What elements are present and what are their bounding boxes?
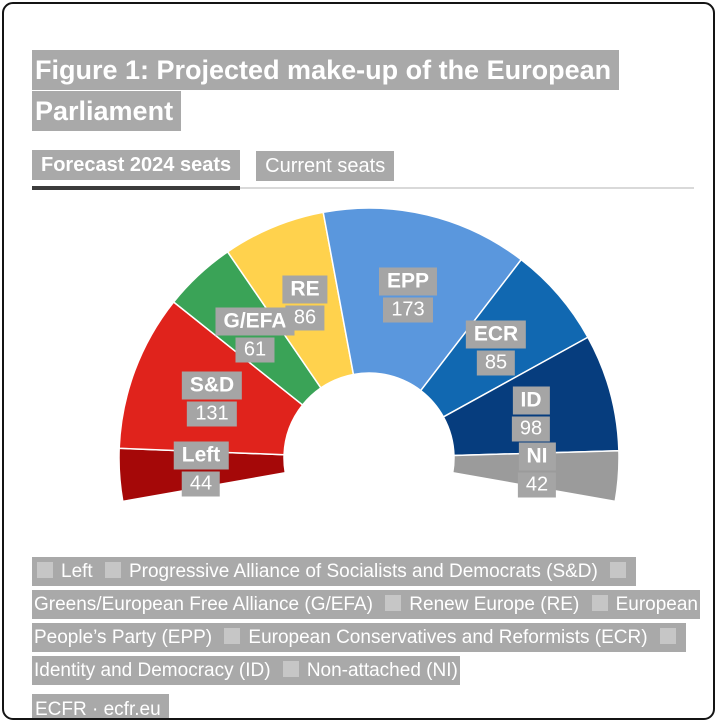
legend-swatch-icon: [224, 628, 241, 645]
legend-item-re: Renew Europe (RE): [380, 590, 587, 620]
tab-current-seats-label: Current seats: [256, 151, 395, 182]
tab-forecast-2024-seats[interactable]: Forecast 2024 seats: [32, 150, 241, 191]
legend-item-label: Greens/European Free Alliance (G/EFA): [34, 594, 379, 616]
legend-swatch-icon: [282, 661, 299, 678]
legend-swatch-icon: [659, 628, 676, 645]
legend-item-label: Identity and Democracy (ID): [34, 660, 276, 682]
legend-swatch-icon: [610, 562, 627, 579]
hemicycle-svg: [118, 207, 620, 503]
chart-legend: Left Progressive Alliance of Socialists …: [32, 555, 700, 687]
source-credit: ECFR · ecfr.eu: [32, 694, 685, 718]
legend-swatch-icon: [104, 562, 121, 579]
legend-item-label: Renew Europe (RE): [409, 594, 585, 616]
legend-item-label: Non-attached (NI): [306, 660, 458, 682]
page-title: Figure 1: Projected make-up of the Europ…: [32, 50, 652, 132]
tab-bar: Forecast 2024 seats Current seats: [32, 150, 694, 191]
legend-swatch-icon: [385, 595, 402, 612]
tab-current-seats[interactable]: Current seats: [256, 151, 395, 187]
legend-item-label: Left: [61, 561, 98, 583]
segment-left[interactable]: [118, 447, 287, 503]
legend-swatch-icon: [591, 595, 608, 612]
legend-item-label: European People’s Party (EPP): [34, 594, 698, 649]
legend-item-label: European Conservatives and Reformists (E…: [248, 627, 653, 649]
legend-swatch-icon: [37, 562, 53, 579]
legend-item-ecr: European Conservatives and Reformists (E…: [219, 623, 655, 653]
legend-item-label: Progressive Alliance of Socialists and D…: [128, 561, 604, 583]
segment-ni[interactable]: [451, 450, 620, 503]
legend-item-left: Left: [32, 557, 100, 587]
tab-forecast-2024-seats-label: Forecast 2024 seats: [32, 150, 241, 181]
hemicycle-chart: Left 44 S&D 131 G/EFA 61 RE 86 EPP 173 ECR 85 ID 98 NI…: [4, 193, 713, 531]
legend-item-ni: Non-attached (NI): [277, 656, 460, 686]
legend-item-s-d: Progressive Alliance of Socialists and D…: [99, 557, 606, 587]
